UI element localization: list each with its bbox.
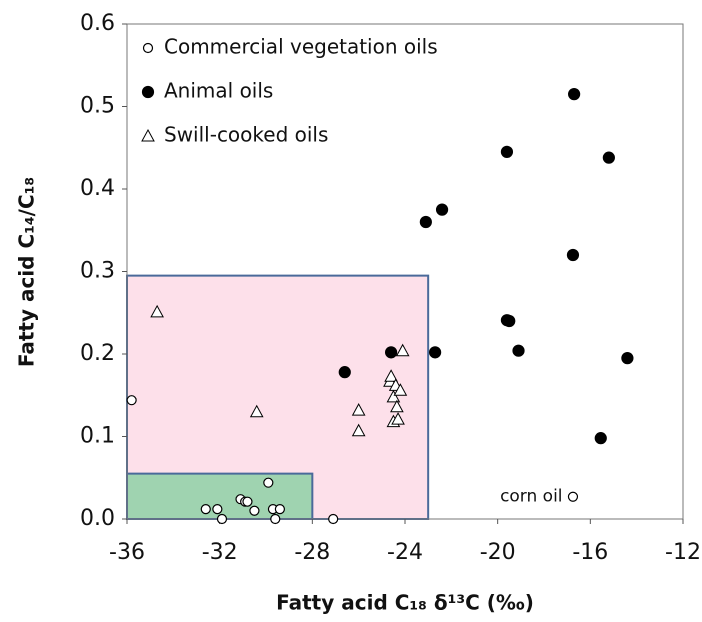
legend-label: Commercial vegetation oils bbox=[164, 35, 438, 59]
y-tick-label: 0.3 bbox=[80, 259, 115, 284]
legend-label: Animal oils bbox=[164, 79, 273, 103]
y-tick-label: 0.5 bbox=[80, 94, 115, 119]
point bbox=[594, 432, 607, 445]
x-tick-label: -32 bbox=[202, 540, 238, 565]
point bbox=[391, 412, 405, 425]
point bbox=[338, 366, 351, 379]
x-tick-label: -24 bbox=[387, 540, 423, 565]
point bbox=[384, 369, 398, 382]
point bbox=[351, 423, 366, 437]
y-tick-label: 0.2 bbox=[80, 341, 115, 366]
x-tick-label: -36 bbox=[109, 540, 145, 565]
point bbox=[566, 248, 580, 262]
x-tick-label: -12 bbox=[665, 540, 701, 565]
y-tick-label: 0.0 bbox=[80, 506, 115, 531]
point bbox=[503, 314, 516, 328]
point bbox=[263, 477, 274, 488]
point bbox=[385, 346, 398, 359]
point bbox=[212, 504, 223, 515]
point bbox=[567, 491, 579, 502]
y-axis-label: Fatty acid C₁₄/C₁₈ bbox=[15, 177, 39, 367]
legend-label: Swill-cooked oils bbox=[164, 123, 328, 147]
y-tick-label: 0.6 bbox=[80, 11, 115, 36]
x-axis-label: Fatty acid C₁₈ δ¹³C (‰) bbox=[276, 591, 534, 615]
point bbox=[435, 203, 449, 216]
point bbox=[270, 513, 281, 525]
point bbox=[200, 504, 211, 515]
point bbox=[390, 399, 404, 413]
point bbox=[621, 352, 634, 365]
point bbox=[150, 304, 164, 318]
point bbox=[419, 215, 432, 229]
point bbox=[395, 343, 410, 357]
x-tick-label: -16 bbox=[572, 540, 608, 565]
point bbox=[216, 513, 228, 525]
legend-marker bbox=[142, 42, 154, 54]
point bbox=[393, 383, 408, 396]
point bbox=[351, 403, 366, 416]
legend-marker bbox=[141, 128, 155, 142]
point bbox=[242, 496, 253, 507]
point bbox=[386, 389, 401, 403]
point bbox=[500, 145, 514, 158]
x-tick-label: -20 bbox=[480, 540, 516, 565]
point bbox=[328, 513, 339, 525]
point bbox=[249, 505, 260, 516]
point bbox=[274, 504, 285, 515]
point bbox=[512, 344, 525, 357]
annotation: corn oil bbox=[500, 487, 562, 507]
legend-marker bbox=[141, 85, 155, 99]
point bbox=[568, 88, 581, 101]
point bbox=[249, 404, 264, 418]
point bbox=[126, 395, 137, 406]
x-tick-label: -28 bbox=[294, 540, 330, 565]
point bbox=[602, 151, 615, 164]
y-tick-label: 0.1 bbox=[80, 424, 115, 449]
y-tick-label: 0.4 bbox=[80, 176, 115, 201]
point bbox=[429, 346, 442, 359]
